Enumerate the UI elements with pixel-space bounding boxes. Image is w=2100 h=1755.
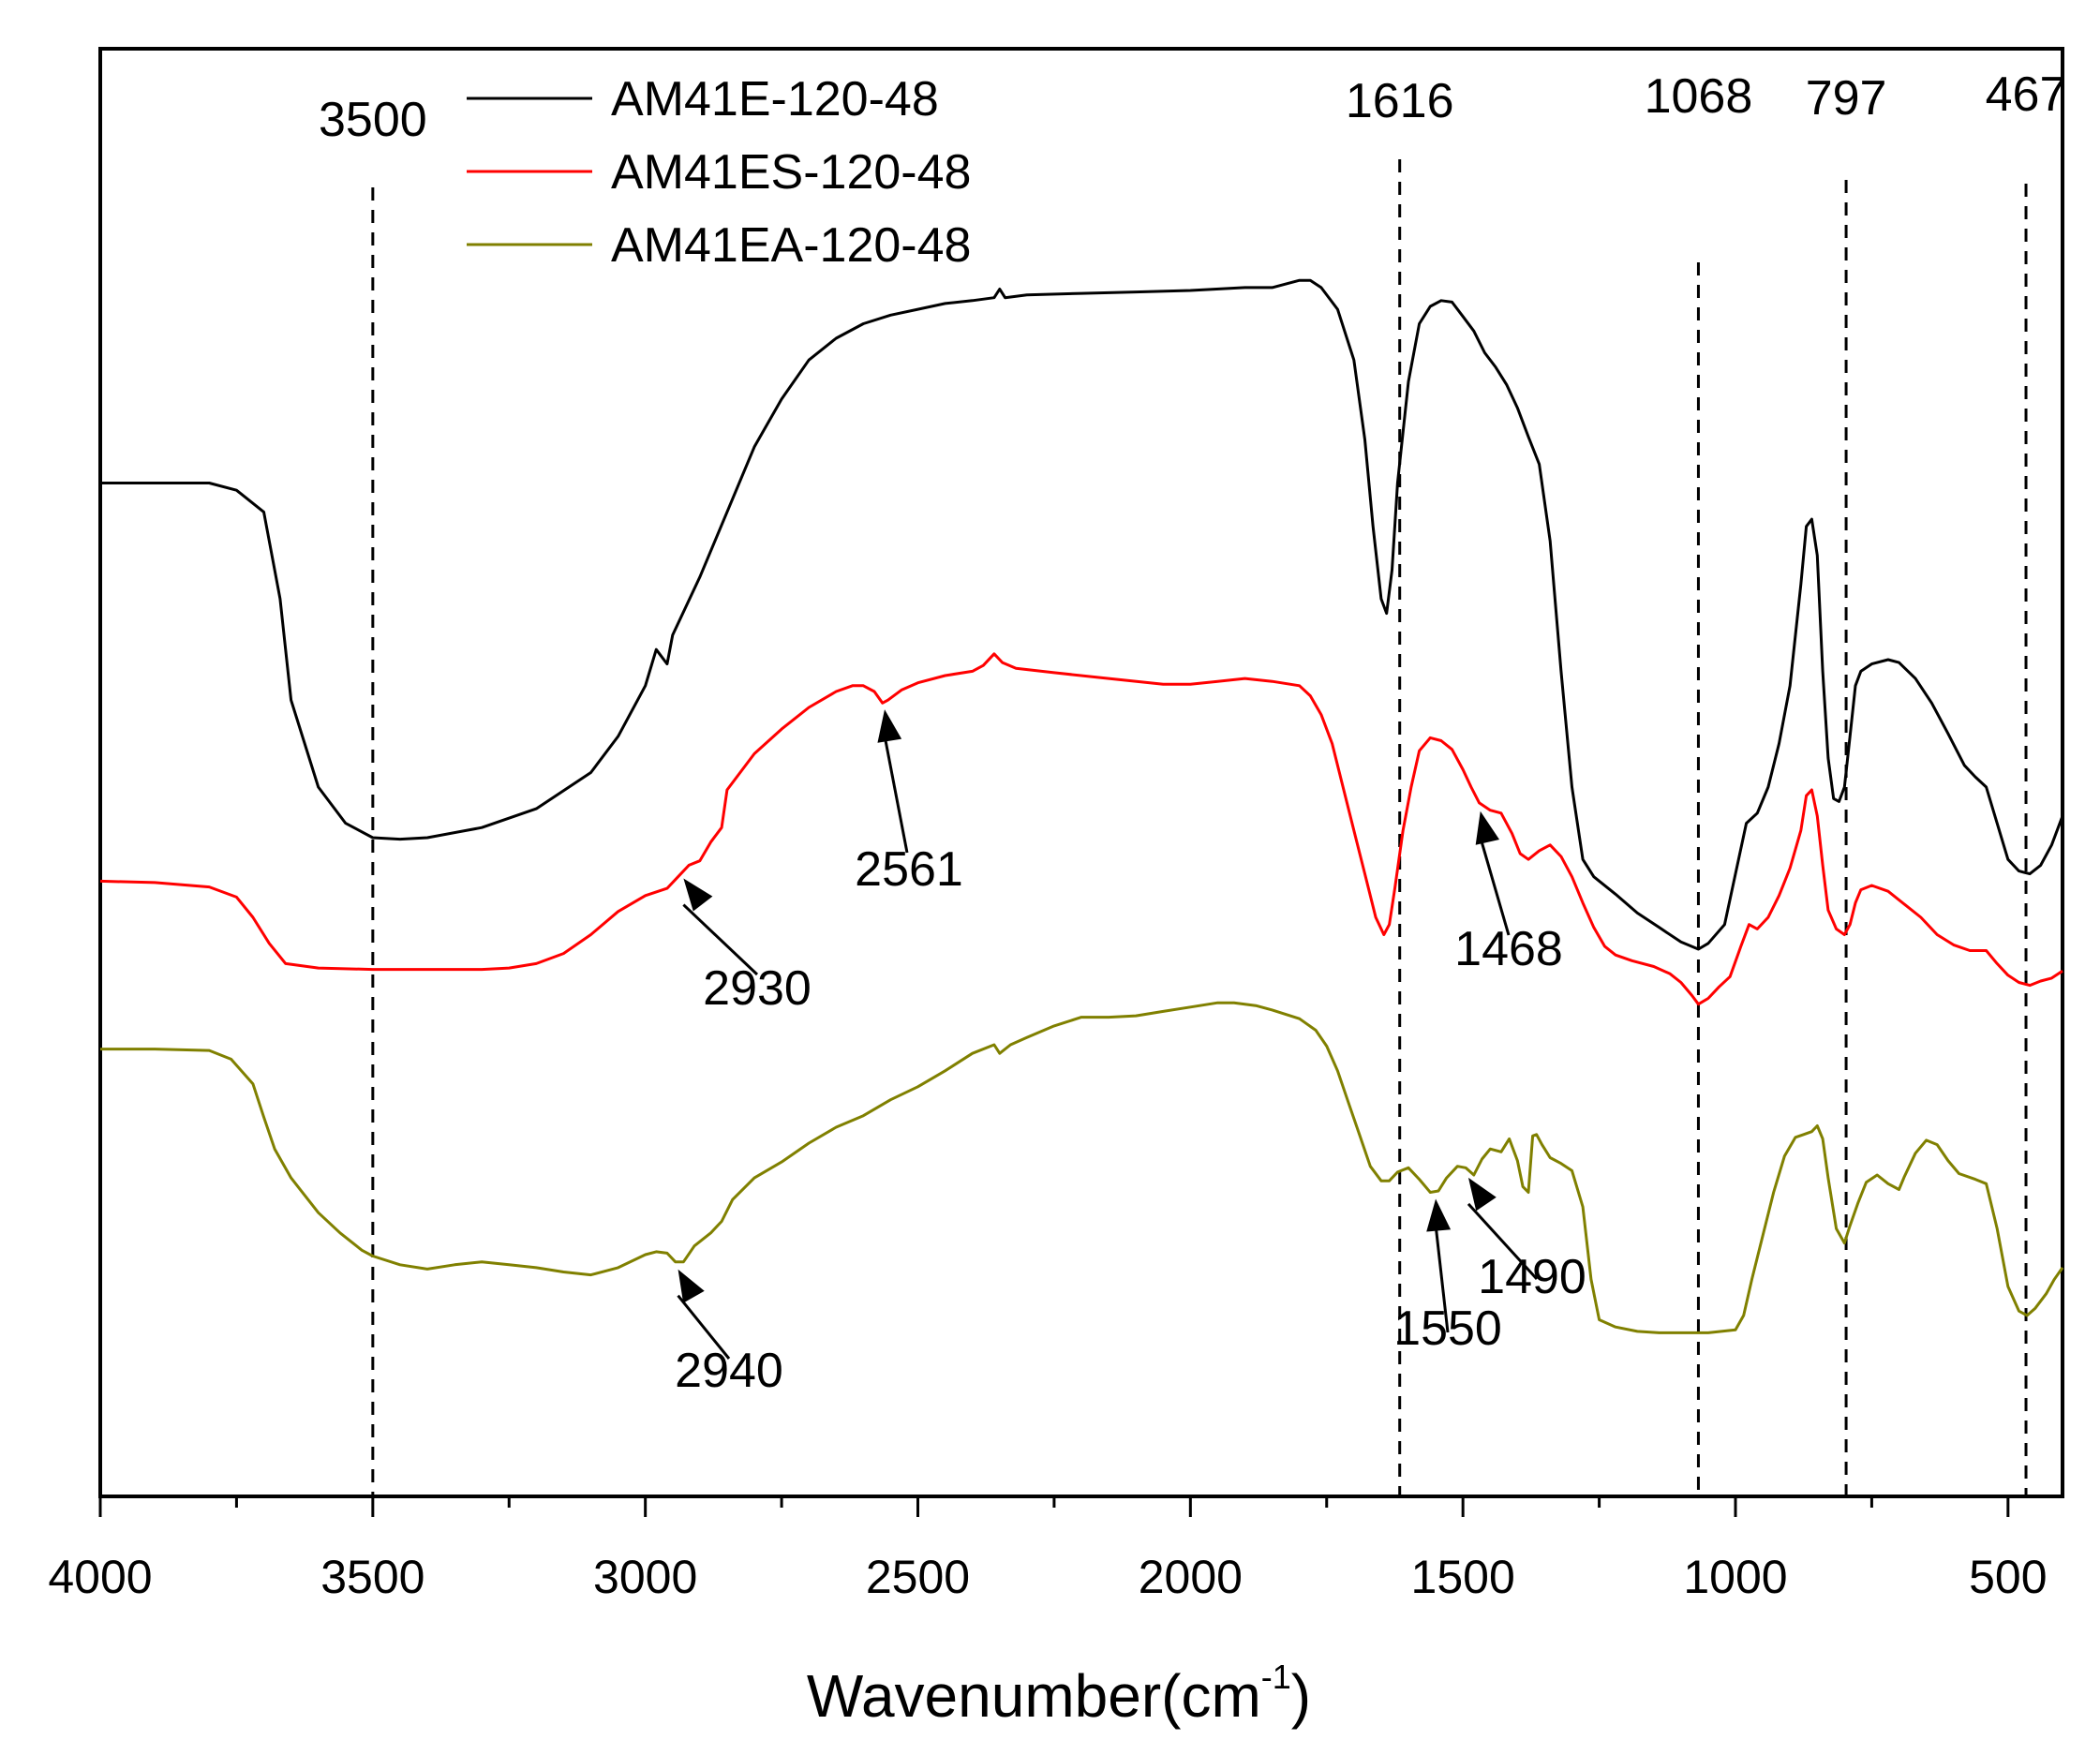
x-axis-title-close: ) (1291, 1662, 1311, 1730)
annotation-arrow (883, 735, 909, 854)
series-line-3 (100, 1001, 2064, 1334)
reference-line-label: 467 (1986, 67, 2067, 122)
annotation-label-1550: 1550 (1393, 1301, 1502, 1356)
annotation-arrowhead (1426, 1198, 1452, 1232)
x-tick-label: 3500 (320, 1551, 424, 1603)
x-axis: 4000 3500 3000 2500 2000 1500 1000 500 (48, 1496, 2048, 1603)
reference-line-label: 1068 (1645, 69, 1753, 124)
annotation-label-2561: 2561 (855, 842, 963, 897)
annotation-arrowhead (683, 878, 713, 912)
plot-frame (98, 47, 2064, 1498)
x-tick-label: 2000 (1139, 1551, 1243, 1603)
annotation-label-2940: 2940 (675, 1344, 783, 1398)
annotation-arrowhead (877, 709, 902, 743)
annotation-arrowhead (678, 1269, 705, 1303)
x-tick-label: 1500 (1411, 1551, 1515, 1603)
annotation-arrow (1467, 1202, 1539, 1281)
annotation-arrow (1479, 837, 1511, 936)
legend-label-2: AM41ES-120-48 (611, 145, 971, 200)
series-layer (99, 278, 2064, 1334)
reference-line-label: 797 (1806, 71, 1887, 126)
reference-lines: 3500 1616 1068 797 467 (319, 67, 2066, 1496)
x-tick-label: 4000 (48, 1551, 152, 1603)
x-axis-title: Wavenumber(cm-1) (807, 1658, 1311, 1730)
annotation-arrow (682, 903, 759, 976)
legend-label-1: AM41E-120-48 (611, 72, 939, 126)
x-axis-title-superscript: -1 (1261, 1658, 1291, 1696)
annotation-label-1468: 1468 (1454, 922, 1563, 976)
series-line-1 (100, 278, 2064, 951)
reference-line-label: 3500 (319, 93, 427, 147)
annotation-arrowhead (1467, 1177, 1497, 1212)
reference-line-label: 1616 (1346, 74, 1454, 128)
legend: AM41E-120-48 AM41ES-120-48 AM41EA-120-48 (467, 72, 971, 273)
annotation-arrow (677, 1294, 731, 1360)
x-tick-label: 500 (1969, 1551, 2047, 1603)
x-tick-label: 1000 (1683, 1551, 1787, 1603)
annotation-arrowhead (1475, 811, 1500, 845)
series-line-2 (99, 652, 2063, 1006)
annotation-arrow (1434, 1225, 1450, 1333)
x-tick-label: 3000 (593, 1551, 697, 1603)
x-axis-title-main: Wavenumber(cm (807, 1662, 1261, 1730)
legend-label-3: AM41EA-120-48 (611, 218, 971, 273)
x-tick-label: 2500 (866, 1551, 970, 1603)
annotation-label-1490: 1490 (1478, 1250, 1586, 1304)
annotation-label-2930: 2930 (703, 961, 812, 1016)
